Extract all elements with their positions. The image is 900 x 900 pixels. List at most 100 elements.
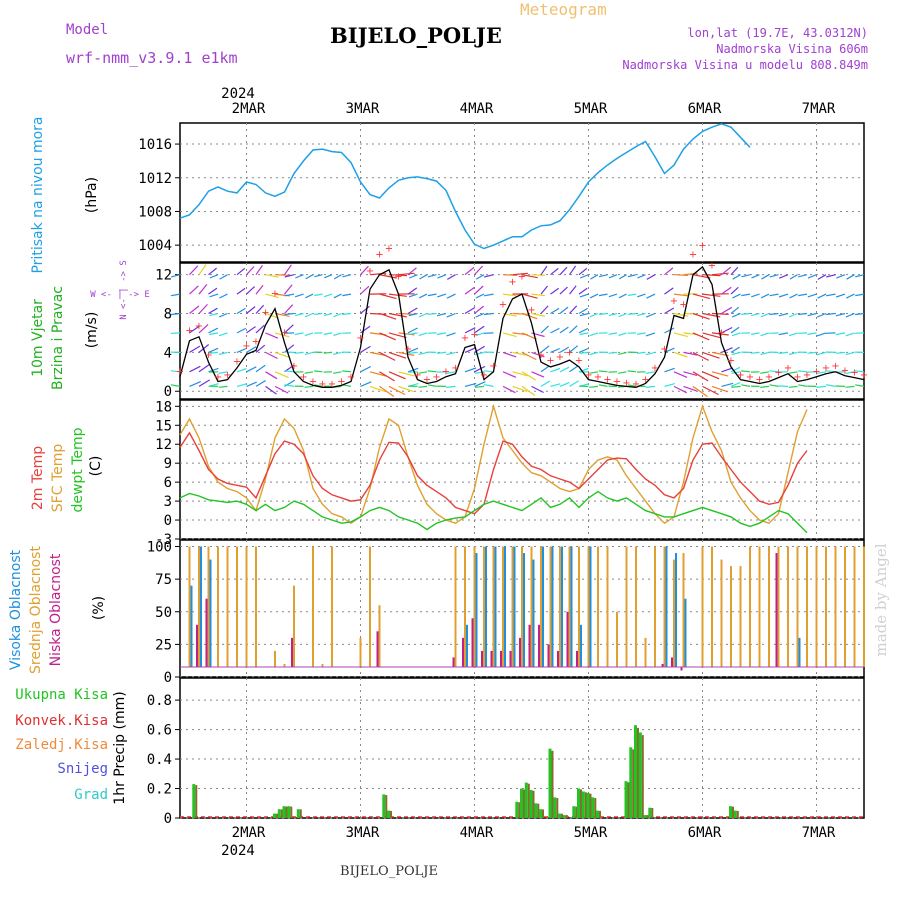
temp-ylabel-2: SFC Temp [50,444,66,513]
wind-arrow [578,267,588,276]
wind-gust-marker: + [223,370,231,381]
wind-arrow [673,274,689,276]
wind-gust-marker: + [432,372,440,383]
wind-arrow [464,347,476,353]
wind-arrow [408,351,418,354]
precip-conv-bar [518,802,521,818]
wind-arrow [305,274,314,280]
wind-gust-marker: + [546,355,554,366]
wind-gust-marker: + [489,361,497,372]
wind-arrow [636,351,646,354]
wind-arrow [295,274,304,279]
sfc-temp-line [179,403,808,525]
wind-arrow [730,326,740,334]
precip-conv-bar [599,810,601,818]
wind-arrow [209,274,219,279]
wind-arrow [598,293,608,297]
wind-arrow [751,274,760,279]
wind-arrow [731,385,741,388]
precip-legend-item: Snijeg [57,761,108,777]
wind-arrow [246,286,256,295]
wind-arrow [408,312,418,317]
wind-gust-marker: + [594,372,602,383]
precip-conv-bar [580,789,582,818]
wind-arrow [342,293,352,297]
wind-arrow [598,370,608,373]
wind-gust-marker: + [755,374,763,385]
wind-arrow [474,285,484,295]
wind-arrow [579,332,589,336]
wind-arrow [474,265,484,276]
precip-legend: Ukupna Kisa Konvek.Kisa Zaledj.Kisa Snijeg G… [15,687,108,803]
wind-arrow [474,365,486,373]
wind-arrow [170,293,181,297]
cloud-ytick-label: 50 [155,605,172,621]
wind-arrow [189,365,201,373]
wind-arrow [360,285,370,295]
precip-total-bar [643,815,647,818]
wind-arrow [550,307,560,315]
wind-arrow [314,274,323,278]
wind-arrow [761,274,770,280]
wind-arrow [379,293,397,300]
temp-ytick-label: 18 [155,399,172,415]
wind-gust-marker: + [356,333,364,344]
wind-arrow [855,293,865,297]
wind-arrow [407,287,418,295]
precip-total-bar [539,809,542,818]
wind-arrow [540,285,548,295]
wind-compass-ns: N <- | -> S [119,260,129,320]
wind-ytick-label: 4 [164,345,172,361]
pressure-line [179,123,751,250]
wind-arrow [702,385,719,396]
model-name: wrf-nmm_v3.9.1 e1km [66,49,238,67]
wind-arrow [636,332,646,335]
wind-arrow [559,306,569,314]
wind-gust-marker: + [765,372,773,383]
wind-gust-marker: + [309,377,317,388]
wind-gust-marker: + [318,379,326,390]
wind-arrow [664,367,675,373]
pressure-ylabel-1: Pritisak na nivou mora [30,116,46,273]
wind-gust-marker: + [451,363,459,374]
wind-arrow [323,332,333,335]
wind-arrow [590,274,599,280]
wind-gust-marker: + [689,249,697,260]
wind-arrow [589,312,599,318]
precip-total-bar [581,791,585,818]
wind-frame [179,262,865,400]
wind-arrow [692,351,709,361]
wind-arrow [323,351,333,354]
wind-arrow [550,287,560,295]
wind-arrow [437,293,447,298]
wind-arrow [692,274,711,279]
precip-total-bar [596,810,599,818]
precip-total-bar [648,807,652,818]
wind-arrow [788,332,798,337]
top-day-labels: 2MAR 3MAR 4MAR 5MAR 6MAR 7MAR [232,101,836,117]
wind-gust-marker: + [423,374,431,385]
wind-arrow [673,312,689,317]
wind-arrow [598,384,608,387]
wind-arrow [502,274,518,276]
wind-arrow [855,370,865,373]
cloud-ylabel-3: Niska Oblacnost [48,553,64,666]
wind-arrow [778,293,789,298]
wind-gust-marker: + [480,370,488,381]
wind-arrow [284,312,295,316]
wind-arrow [246,326,256,334]
wind-arrow [475,312,485,318]
wind-arrow [664,267,674,276]
cloud-ytick-label: 0 [164,670,172,686]
wind-gust-marker: + [337,377,345,388]
wind-arrow [798,293,808,297]
wind-gust-marker: + [385,244,393,255]
wind-arrow [559,381,570,387]
wind-arrow [798,312,808,316]
wind-arrow [304,385,314,388]
wind-arrow [673,351,688,358]
wind-gust-marker: + [632,379,640,390]
precip-conv-bar [285,806,288,818]
wind-arrow [314,293,323,297]
precip-total-bar [729,806,732,818]
